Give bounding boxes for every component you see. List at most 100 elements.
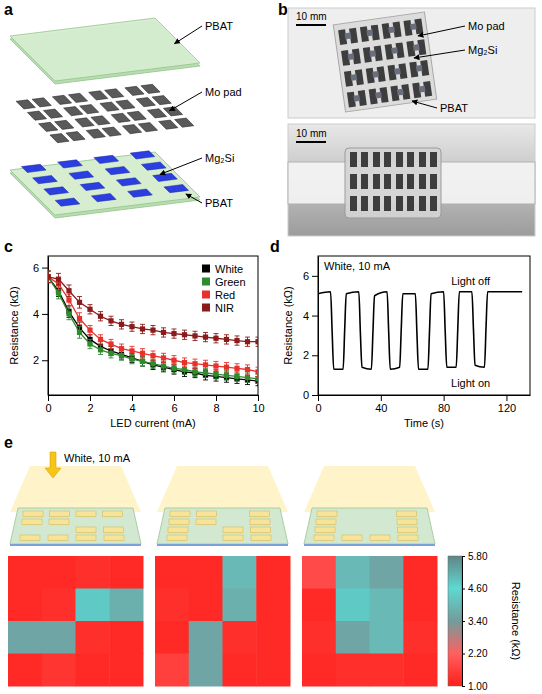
heatmap-cell <box>256 654 290 687</box>
mg2si-block <box>397 89 404 96</box>
mo-pad <box>419 174 426 189</box>
marker <box>77 316 82 321</box>
pad <box>342 535 362 541</box>
mo-pad <box>419 152 426 167</box>
heatmap-cell <box>223 621 257 654</box>
mo-pad <box>373 174 380 189</box>
mg2si-block <box>413 44 420 51</box>
error-cap <box>98 354 103 355</box>
tick-label: 80 <box>438 402 450 414</box>
marker <box>48 274 51 279</box>
schematic <box>157 466 288 545</box>
mo-pad <box>68 93 87 102</box>
error-cap <box>77 338 82 339</box>
diagram-panel: PBATMo padMg₂SiPBAT <box>10 18 242 218</box>
tick-label: 120 <box>498 402 516 414</box>
error-cap <box>140 324 145 325</box>
legend-swatch <box>202 278 210 286</box>
tick-mark <box>132 395 133 401</box>
tick: 80 <box>438 395 450 414</box>
heatmap-cell <box>336 621 370 654</box>
pad <box>76 527 96 533</box>
plot-frame <box>48 256 258 395</box>
mo-pad <box>86 129 105 138</box>
error-cap <box>140 366 145 367</box>
error-cap <box>151 368 156 369</box>
mo-pad <box>43 109 62 118</box>
pad <box>23 511 43 517</box>
photo-panel: 10 mmMo padMg₂SiPBAT10 mm <box>288 8 535 236</box>
mo-pad <box>430 152 437 167</box>
error-cap <box>67 305 72 306</box>
error-cap <box>48 282 51 283</box>
marker <box>108 341 113 346</box>
error-cap <box>161 353 166 354</box>
tick: 2 <box>303 349 318 361</box>
panel-letter: a <box>4 1 13 18</box>
mo-pad <box>373 152 380 167</box>
error-cap <box>214 333 219 334</box>
mo-pad <box>66 132 85 141</box>
error-cap <box>193 340 198 341</box>
error-cap <box>77 312 82 313</box>
mg2si-block <box>353 95 360 102</box>
heatmap-cell <box>302 589 336 622</box>
mo-pad <box>16 100 35 109</box>
mo-pad <box>361 196 368 211</box>
error-cap <box>161 370 166 371</box>
y-axis: 246 <box>33 257 49 396</box>
tick-label: 2 <box>33 354 39 366</box>
mo-pad <box>361 174 368 189</box>
error-cap <box>172 364 177 365</box>
marker <box>192 333 197 338</box>
scale-bar <box>296 141 326 143</box>
x-axis-title: LED current (mA) <box>110 417 196 429</box>
error-cap <box>235 363 240 364</box>
marker <box>203 370 208 375</box>
colorbar-axis: 1.002.203.404.605.80 <box>462 551 488 692</box>
error-cap <box>161 362 166 363</box>
tick-mark <box>42 360 48 361</box>
error-cap <box>77 326 82 327</box>
marker <box>140 326 145 331</box>
error-cap <box>151 360 156 361</box>
colorbar-title: Resistance (kΩ) <box>510 582 522 661</box>
marker <box>108 318 113 323</box>
pad <box>251 535 271 541</box>
error-cap <box>182 376 187 377</box>
plot-frame <box>318 256 530 395</box>
mg2si-block <box>130 151 155 159</box>
error-cap <box>67 284 72 285</box>
mo-pad <box>175 118 194 127</box>
error-cap <box>193 368 198 369</box>
mo-pad <box>147 109 166 118</box>
heatmap-cell <box>336 589 370 622</box>
mo-pad <box>384 152 391 167</box>
error-cap <box>98 334 103 335</box>
error-cap <box>256 376 259 377</box>
mo-pad <box>152 96 171 105</box>
pad <box>398 527 418 533</box>
chart-panel: 040801200246Time (s)Resistance (kΩ)White… <box>282 256 531 429</box>
scale-bar <box>296 24 326 26</box>
heatmap-cell <box>109 589 143 622</box>
tick-mark <box>258 395 259 401</box>
error-cap <box>245 374 250 375</box>
mo-pad <box>136 98 155 107</box>
heatmap-cell <box>223 654 257 687</box>
mo-pad <box>138 123 157 132</box>
heatmap-cell <box>42 589 76 622</box>
mo-pad <box>52 95 71 104</box>
heatmap-cell <box>76 621 110 654</box>
error-cap <box>182 339 187 340</box>
marker <box>234 338 239 343</box>
pad <box>76 535 96 541</box>
marker <box>234 374 239 379</box>
error-cap <box>130 322 135 323</box>
tick: 8 <box>213 395 219 414</box>
panel-letter: e <box>4 434 13 451</box>
error-cap <box>235 381 240 382</box>
error-cap <box>130 331 135 332</box>
mo-pad <box>80 105 99 114</box>
error-cap <box>245 346 250 347</box>
